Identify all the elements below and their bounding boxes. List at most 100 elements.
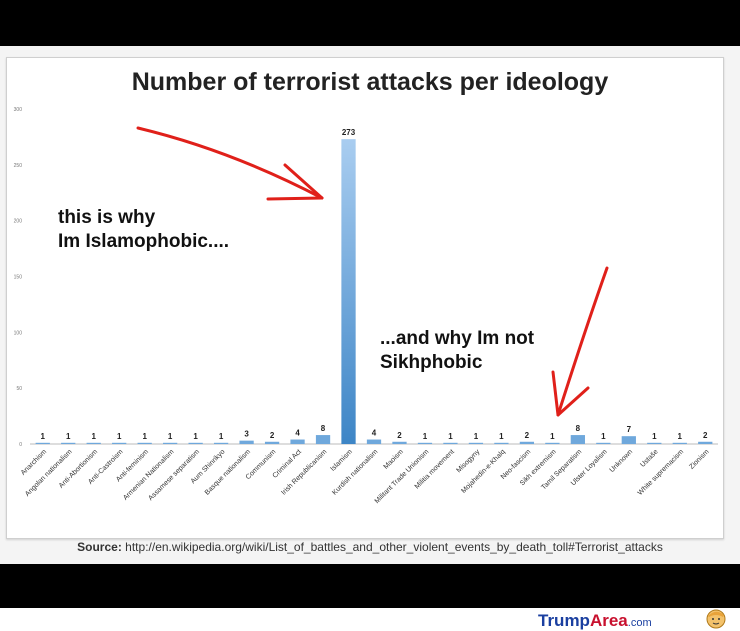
x-tick-label: Irish Republicanism <box>280 448 328 496</box>
bar-value-label: 8 <box>576 424 581 433</box>
footer-bar <box>0 608 740 631</box>
bars-group <box>35 139 713 444</box>
bar <box>545 442 560 444</box>
brand-suffix: .com <box>627 617 652 629</box>
y-tick-label: 200 <box>14 219 23 225</box>
annotation-left-line2: Im Islamophobic.... <box>58 231 230 252</box>
x-tick-label: Angolan nationalism <box>24 448 74 498</box>
bar-value-label: 7 <box>627 425 632 434</box>
x-tick-label: Unknown <box>609 448 635 474</box>
annotation-right-line2: Sikhphobic <box>380 352 483 373</box>
bar-value-label: 273 <box>342 128 356 137</box>
x-tick-label: Kurdish nationalism <box>331 448 379 496</box>
brand-accent: Area <box>589 611 628 630</box>
y-tick-label: 250 <box>14 163 23 169</box>
bar-value-label: 1 <box>41 432 46 441</box>
x-tick-label: Zionism <box>688 448 710 470</box>
bar-value-label: 2 <box>397 431 402 440</box>
bar <box>315 435 331 444</box>
chart-title: Number of terrorist attacks per ideology <box>131 68 609 96</box>
annotation-arrows <box>136 126 609 417</box>
bar <box>341 139 356 444</box>
x-tick-label: Misogyny <box>455 448 481 474</box>
source-label: Source: <box>77 540 122 554</box>
bar <box>188 442 203 444</box>
bar <box>61 442 76 444</box>
source-line: Source: http://en.wikipedia.org/wiki/Lis… <box>0 540 740 554</box>
x-tick-label: Assamese separatism <box>147 448 201 502</box>
bar-value-label: 1 <box>219 432 224 441</box>
top-black-band <box>0 0 740 46</box>
source-url[interactable]: http://en.wikipedia.org/wiki/List_of_bat… <box>125 540 663 554</box>
bar-value-label: 1 <box>499 432 504 441</box>
bar <box>163 442 178 444</box>
bar <box>366 439 382 444</box>
annotation-left-line1: this is why <box>58 207 156 228</box>
bar-value-label: 1 <box>66 432 71 441</box>
brand-logo[interactable]: TrumpArea.com <box>538 611 652 631</box>
bar <box>621 436 636 444</box>
annotation-right-line1: ...and why Im not <box>380 328 535 349</box>
bar-value-label: 1 <box>448 432 453 441</box>
bar <box>213 442 229 444</box>
x-tick-label: White supremacism <box>637 448 686 497</box>
y-tick-label: 300 <box>14 107 23 113</box>
x-tick-label: Ustaše <box>639 448 659 468</box>
bar <box>112 442 127 444</box>
bar <box>443 442 458 444</box>
bar-value-label: 2 <box>525 431 530 440</box>
bar <box>239 440 254 444</box>
x-tick-label: Basque nationalism <box>204 448 252 496</box>
bar <box>392 441 407 444</box>
bar <box>137 442 152 444</box>
bar-value-label: 1 <box>142 432 147 441</box>
bar <box>290 439 305 444</box>
bar-value-label: 1 <box>91 432 96 441</box>
bar <box>596 442 611 444</box>
bar-value-label: 1 <box>168 432 173 441</box>
chart-card <box>6 57 724 539</box>
bar-value-label: 8 <box>321 424 326 433</box>
bar-value-label: 1 <box>550 432 555 441</box>
bar-value-label: 1 <box>423 432 428 441</box>
bar-value-label: 1 <box>678 432 683 441</box>
y-tick-label: 0 <box>19 442 22 448</box>
annotation-left: this is why Im Islamophobic.... <box>58 206 229 254</box>
bar <box>672 442 687 444</box>
bar-value-label: 1 <box>601 432 606 441</box>
value-labels: 1 1 1 1 1 1 1 1 3 2 4 8 273 4 2 1 1 1 1 2 1 8 1 7 1 1 2 <box>41 128 709 441</box>
x-tick-label: Maoism <box>383 448 405 470</box>
x-tick-label: Islamism <box>329 448 354 473</box>
bar <box>647 442 662 444</box>
y-tick-label: 50 <box>16 386 22 392</box>
bar <box>86 442 101 444</box>
bar <box>519 441 535 444</box>
arrowhead-islamism <box>266 163 324 201</box>
bar <box>35 442 50 444</box>
arrow-to-islamism <box>136 126 324 200</box>
bar-value-label: 1 <box>652 432 657 441</box>
x-tick-label: Armenian Nationalism <box>122 448 175 501</box>
annotation-right: ...and why Im not Sikhphobic <box>380 327 534 375</box>
bar-value-label: 1 <box>117 432 122 441</box>
y-tick-label: 150 <box>14 275 23 281</box>
y-axis: 0 50 100 150 200 250 300 <box>14 107 718 448</box>
arrow-to-sikh <box>556 266 609 417</box>
bar-value-label: 4 <box>295 429 300 438</box>
bottom-black-band <box>0 564 740 608</box>
bar <box>570 435 585 444</box>
bar-value-label: 3 <box>244 430 249 439</box>
bar-value-label: 1 <box>474 432 479 441</box>
y-tick-label: 100 <box>14 330 23 336</box>
bar-value-label: 2 <box>270 431 275 440</box>
brand-main: Trump <box>538 611 590 630</box>
bar-value-label: 4 <box>372 429 377 438</box>
bar <box>417 442 433 444</box>
trump-face-icon <box>706 609 726 629</box>
bar <box>494 442 509 444</box>
bar-value-label: 2 <box>703 431 708 440</box>
bar <box>264 441 280 444</box>
bar <box>698 441 713 444</box>
